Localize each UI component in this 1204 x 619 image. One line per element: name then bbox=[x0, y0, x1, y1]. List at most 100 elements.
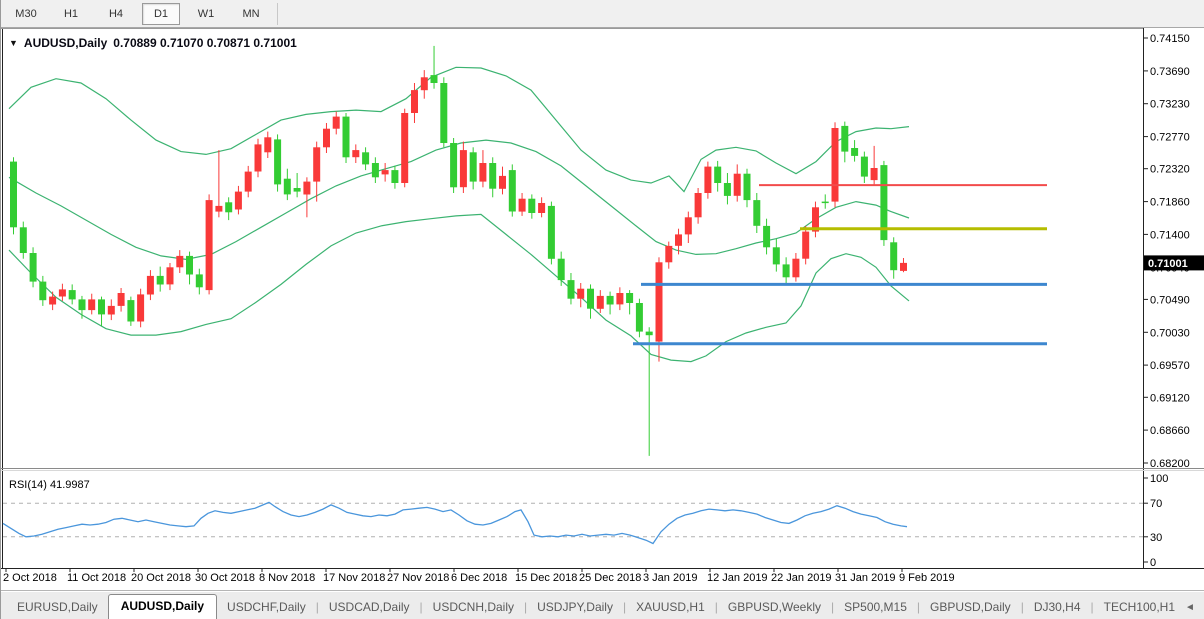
symbol-dropdown-icon[interactable]: ▼ bbox=[9, 38, 18, 48]
tab-separator: | bbox=[622, 600, 627, 614]
timeframe-button-m30[interactable]: M30 bbox=[7, 2, 45, 25]
candlestick-chart-canvas[interactable]: 0.74150 0.73690 0.73230 0.72770 0.72320 0.718… bbox=[1, 28, 1204, 591]
chart-tab-tech100[interactable]: TECH100,H1 bbox=[1103, 600, 1175, 614]
candle-body bbox=[205, 200, 213, 291]
candle-body bbox=[753, 200, 761, 226]
chart-tab-dj30[interactable]: DJ30,H4 bbox=[1033, 600, 1081, 614]
tab-scroll-left-icon[interactable]: ◄ bbox=[1185, 602, 1195, 613]
candle-body bbox=[831, 128, 839, 202]
time-axis-label[interactable]: 12 Jan 2019 bbox=[707, 572, 768, 584]
chart-background bbox=[1, 28, 1204, 591]
price-axis-label: 0.74150 bbox=[1150, 33, 1190, 45]
candle-body bbox=[39, 281, 47, 301]
candle-body bbox=[577, 288, 585, 299]
candle-body bbox=[469, 152, 477, 182]
candle-body bbox=[489, 163, 497, 189]
tab-separator: | bbox=[916, 600, 920, 614]
price-axis-label: 0.69120 bbox=[1150, 392, 1190, 404]
candle-body bbox=[528, 198, 536, 213]
tab-separator: | bbox=[315, 600, 319, 614]
chart-tab-sp500[interactable]: SP500,M15 bbox=[844, 600, 907, 614]
candle-body bbox=[332, 116, 340, 129]
chart-ohlc-values: 0.70889 0.71070 0.70871 0.71001 bbox=[113, 36, 297, 50]
timeframe-button-w1[interactable]: W1 bbox=[187, 2, 225, 25]
price-axis-label: 0.71400 bbox=[1150, 229, 1190, 241]
rsi-axis-label: 0 bbox=[1150, 557, 1156, 569]
chart-tab-usdjpy[interactable]: USDJPY,Daily bbox=[537, 600, 613, 614]
chart-tab-bar: EURUSD,Daily AUDUSD,Daily USDCHF,Daily | USD… bbox=[1, 591, 1204, 619]
chart-tab-gbpusd[interactable]: GBPUSD,Weekly bbox=[727, 600, 822, 614]
candle-body bbox=[557, 258, 565, 281]
candle-body bbox=[215, 205, 223, 212]
candle-body bbox=[49, 296, 57, 305]
candle-body bbox=[29, 253, 37, 282]
candle-body bbox=[684, 217, 692, 235]
time-axis-label[interactable]: 15 Dec 2018 bbox=[515, 572, 577, 584]
candle-body bbox=[851, 148, 859, 156]
candle-body bbox=[587, 288, 594, 309]
candle-body bbox=[156, 275, 164, 285]
candle-body bbox=[635, 303, 643, 332]
candle-body bbox=[293, 188, 301, 192]
time-axis-label[interactable]: 6 Dec 2018 bbox=[451, 572, 507, 584]
rsi-axis-label: 30 bbox=[1150, 532, 1162, 544]
chart-area[interactable]: ▼ AUDUSD,Daily 0.70889 0.71070 0.70871 0… bbox=[1, 28, 1204, 591]
time-axis-label[interactable]: 22 Jan 2019 bbox=[771, 572, 832, 584]
time-axis-label[interactable]: 9 Feb 2019 bbox=[899, 572, 955, 584]
chart-tab-usdchf[interactable]: USDCHF,Daily bbox=[227, 600, 306, 614]
chart-tab-xauusd[interactable]: XAUUSD,H1 bbox=[636, 600, 705, 614]
candle-body bbox=[176, 255, 184, 268]
candle-body bbox=[264, 137, 272, 153]
candle-body bbox=[479, 163, 487, 182]
candle-body bbox=[19, 227, 27, 253]
candle-body bbox=[137, 294, 145, 322]
candle-body bbox=[499, 175, 506, 189]
rsi-indicator-label: RSI(14) 41.9987 bbox=[9, 479, 90, 491]
candle-body bbox=[723, 183, 731, 196]
price-axis-label: 0.71860 bbox=[1150, 197, 1190, 209]
time-axis-label[interactable]: 25 Dec 2018 bbox=[579, 572, 641, 584]
chart-title: ▼ AUDUSD,Daily 0.70889 0.71070 0.70871 0… bbox=[9, 36, 297, 50]
candle-body bbox=[802, 231, 810, 259]
timeframe-toolbar: M30 H1 H4 D1 W1 MN bbox=[1, 0, 1204, 28]
time-axis-label[interactable]: 11 Oct 2018 bbox=[67, 572, 126, 584]
tab-scroll-right-icon[interactable]: ► bbox=[1203, 602, 1204, 613]
candle-body bbox=[146, 275, 154, 295]
candle-body bbox=[78, 299, 86, 311]
rsi-axis-label: 100 bbox=[1150, 473, 1168, 485]
candle-body bbox=[430, 75, 438, 83]
candle-body bbox=[616, 293, 624, 305]
candle-body bbox=[107, 305, 115, 315]
timeframe-button-h4[interactable]: H4 bbox=[97, 2, 135, 25]
time-axis-label[interactable]: 17 Nov 2018 bbox=[323, 572, 385, 584]
price-axis-label: 0.70030 bbox=[1150, 327, 1190, 339]
candle-body bbox=[675, 234, 682, 246]
tab-separator: | bbox=[1090, 600, 1094, 614]
time-axis-label[interactable]: 2 Oct 2018 bbox=[3, 572, 57, 584]
chart-tab-eurusd[interactable]: EURUSD,Daily bbox=[17, 600, 98, 614]
time-axis-label[interactable]: 3 Jan 2019 bbox=[643, 572, 697, 584]
candle-body bbox=[870, 168, 878, 181]
timeframe-button-d1[interactable]: D1 bbox=[142, 2, 180, 25]
time-axis-label[interactable]: 30 Oct 2018 bbox=[195, 572, 255, 584]
tab-separator: | bbox=[1020, 600, 1024, 614]
chart-tab-usdcnh[interactable]: USDCNH,Daily bbox=[432, 600, 515, 614]
time-axis-label[interactable]: 20 Oct 2018 bbox=[131, 572, 191, 584]
time-axis-label[interactable]: 27 Nov 2018 bbox=[387, 572, 449, 584]
chart-tab-usdcad[interactable]: USDCAD,Daily bbox=[328, 600, 410, 614]
time-axis-label[interactable]: 31 Jan 2019 bbox=[835, 572, 896, 584]
candle-body bbox=[821, 201, 829, 204]
candle-body bbox=[645, 331, 653, 336]
time-axis-label[interactable]: 8 Nov 2018 bbox=[259, 572, 315, 584]
candle-body bbox=[704, 166, 712, 193]
chart-tab-gbpusd[interactable]: GBPUSD,Daily bbox=[930, 600, 1011, 614]
candle-body bbox=[547, 205, 555, 259]
candle-body bbox=[655, 262, 663, 342]
candle-body bbox=[303, 181, 311, 195]
candle-body bbox=[626, 293, 634, 303]
candle-body bbox=[450, 143, 458, 188]
timeframe-button-mn[interactable]: MN bbox=[232, 2, 270, 25]
chart-tab-audusd[interactable]: AUDUSD,Daily bbox=[107, 594, 218, 619]
timeframe-button-h1[interactable]: H1 bbox=[52, 2, 90, 25]
